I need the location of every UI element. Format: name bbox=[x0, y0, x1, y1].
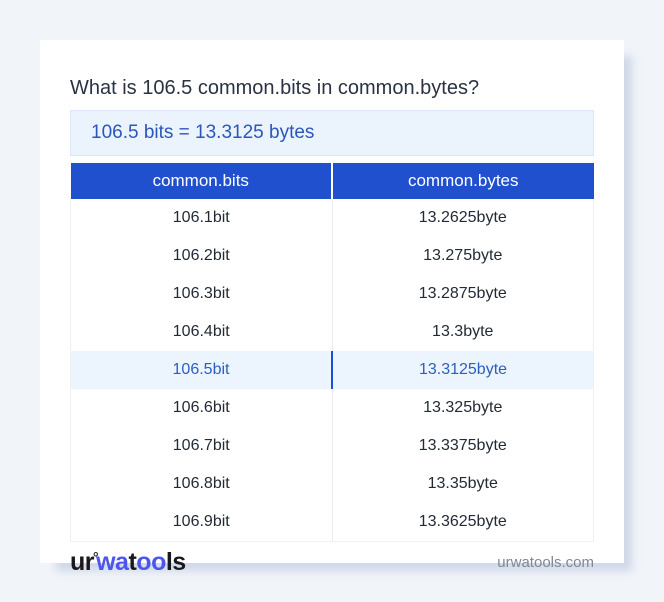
bits-cell: 106.1bit bbox=[70, 199, 333, 237]
page-title: What is 106.5 common.bits in common.byte… bbox=[70, 77, 480, 99]
table-row: 106.1bit 13.2625byte bbox=[70, 199, 594, 237]
table-header: common.bits common.bytes bbox=[70, 163, 594, 199]
bits-cell: 106.8bit bbox=[70, 465, 333, 503]
logo-text-dark-1: ur bbox=[70, 548, 95, 576]
bytes-cell: 13.2875byte bbox=[331, 275, 594, 313]
table-row: 106.2bit 13.275byte bbox=[70, 237, 594, 275]
table-row: 106.4bit 13.3byte bbox=[70, 313, 594, 351]
site-domain: urwatools.com bbox=[497, 554, 594, 571]
card-footer: ur°watools urwatools.com bbox=[70, 542, 594, 583]
column-header-bytes: common.bytes bbox=[332, 163, 594, 199]
logo-glasses-oo: oo bbox=[136, 548, 166, 576]
converter-card: What is 106.5 common.bits in common.byte… bbox=[40, 40, 624, 575]
bytes-cell: 13.3byte bbox=[331, 313, 594, 351]
conversion-result-text: 106.5 bits = 13.3125 bytes bbox=[91, 122, 315, 143]
bits-cell: 106.5bit bbox=[70, 351, 333, 389]
bytes-cell: 13.35byte bbox=[331, 465, 594, 503]
bits-cell: 106.4bit bbox=[70, 313, 333, 351]
table-row: 106.8bit 13.35byte bbox=[70, 465, 594, 503]
bits-cell: 106.3bit bbox=[70, 275, 333, 313]
urwatools-logo[interactable]: ur°watools bbox=[70, 550, 186, 575]
bits-cell: 106.6bit bbox=[70, 389, 333, 427]
bytes-cell: 13.3125byte bbox=[331, 351, 594, 389]
table-body: 106.1bit 13.2625byte 106.2bit 13.275byte 106… bbox=[70, 199, 594, 542]
table-row: 106.3bit 13.2875byte bbox=[70, 275, 594, 313]
bits-cell: 106.7bit bbox=[70, 427, 333, 465]
logo-text-accent-1: wa bbox=[96, 548, 129, 576]
logo-text-dark-3: ls bbox=[165, 548, 186, 576]
conversion-table: common.bits common.bytes 106.1bit 13.2625… bbox=[70, 163, 594, 542]
column-header-bits: common.bits bbox=[70, 163, 333, 199]
logo-ring-icon: ° bbox=[93, 549, 99, 565]
logo-text-dark-2: t bbox=[128, 548, 137, 576]
table-row: 106.5bit 13.3125byte bbox=[70, 351, 594, 389]
bits-cell: 106.2bit bbox=[70, 237, 333, 275]
table-row: 106.6bit 13.325byte bbox=[70, 389, 594, 427]
bytes-cell: 13.2625byte bbox=[331, 199, 594, 237]
bytes-cell: 13.3625byte bbox=[331, 503, 594, 542]
table-row: 106.9bit 13.3625byte bbox=[70, 503, 594, 542]
table-row: 106.7bit 13.3375byte bbox=[70, 427, 594, 465]
bytes-cell: 13.275byte bbox=[331, 237, 594, 275]
bytes-cell: 13.3375byte bbox=[331, 427, 594, 465]
bits-cell: 106.9bit bbox=[70, 503, 333, 542]
bytes-cell: 13.325byte bbox=[331, 389, 594, 427]
conversion-result-box: 106.5 bits = 13.3125 bytes bbox=[70, 110, 594, 156]
